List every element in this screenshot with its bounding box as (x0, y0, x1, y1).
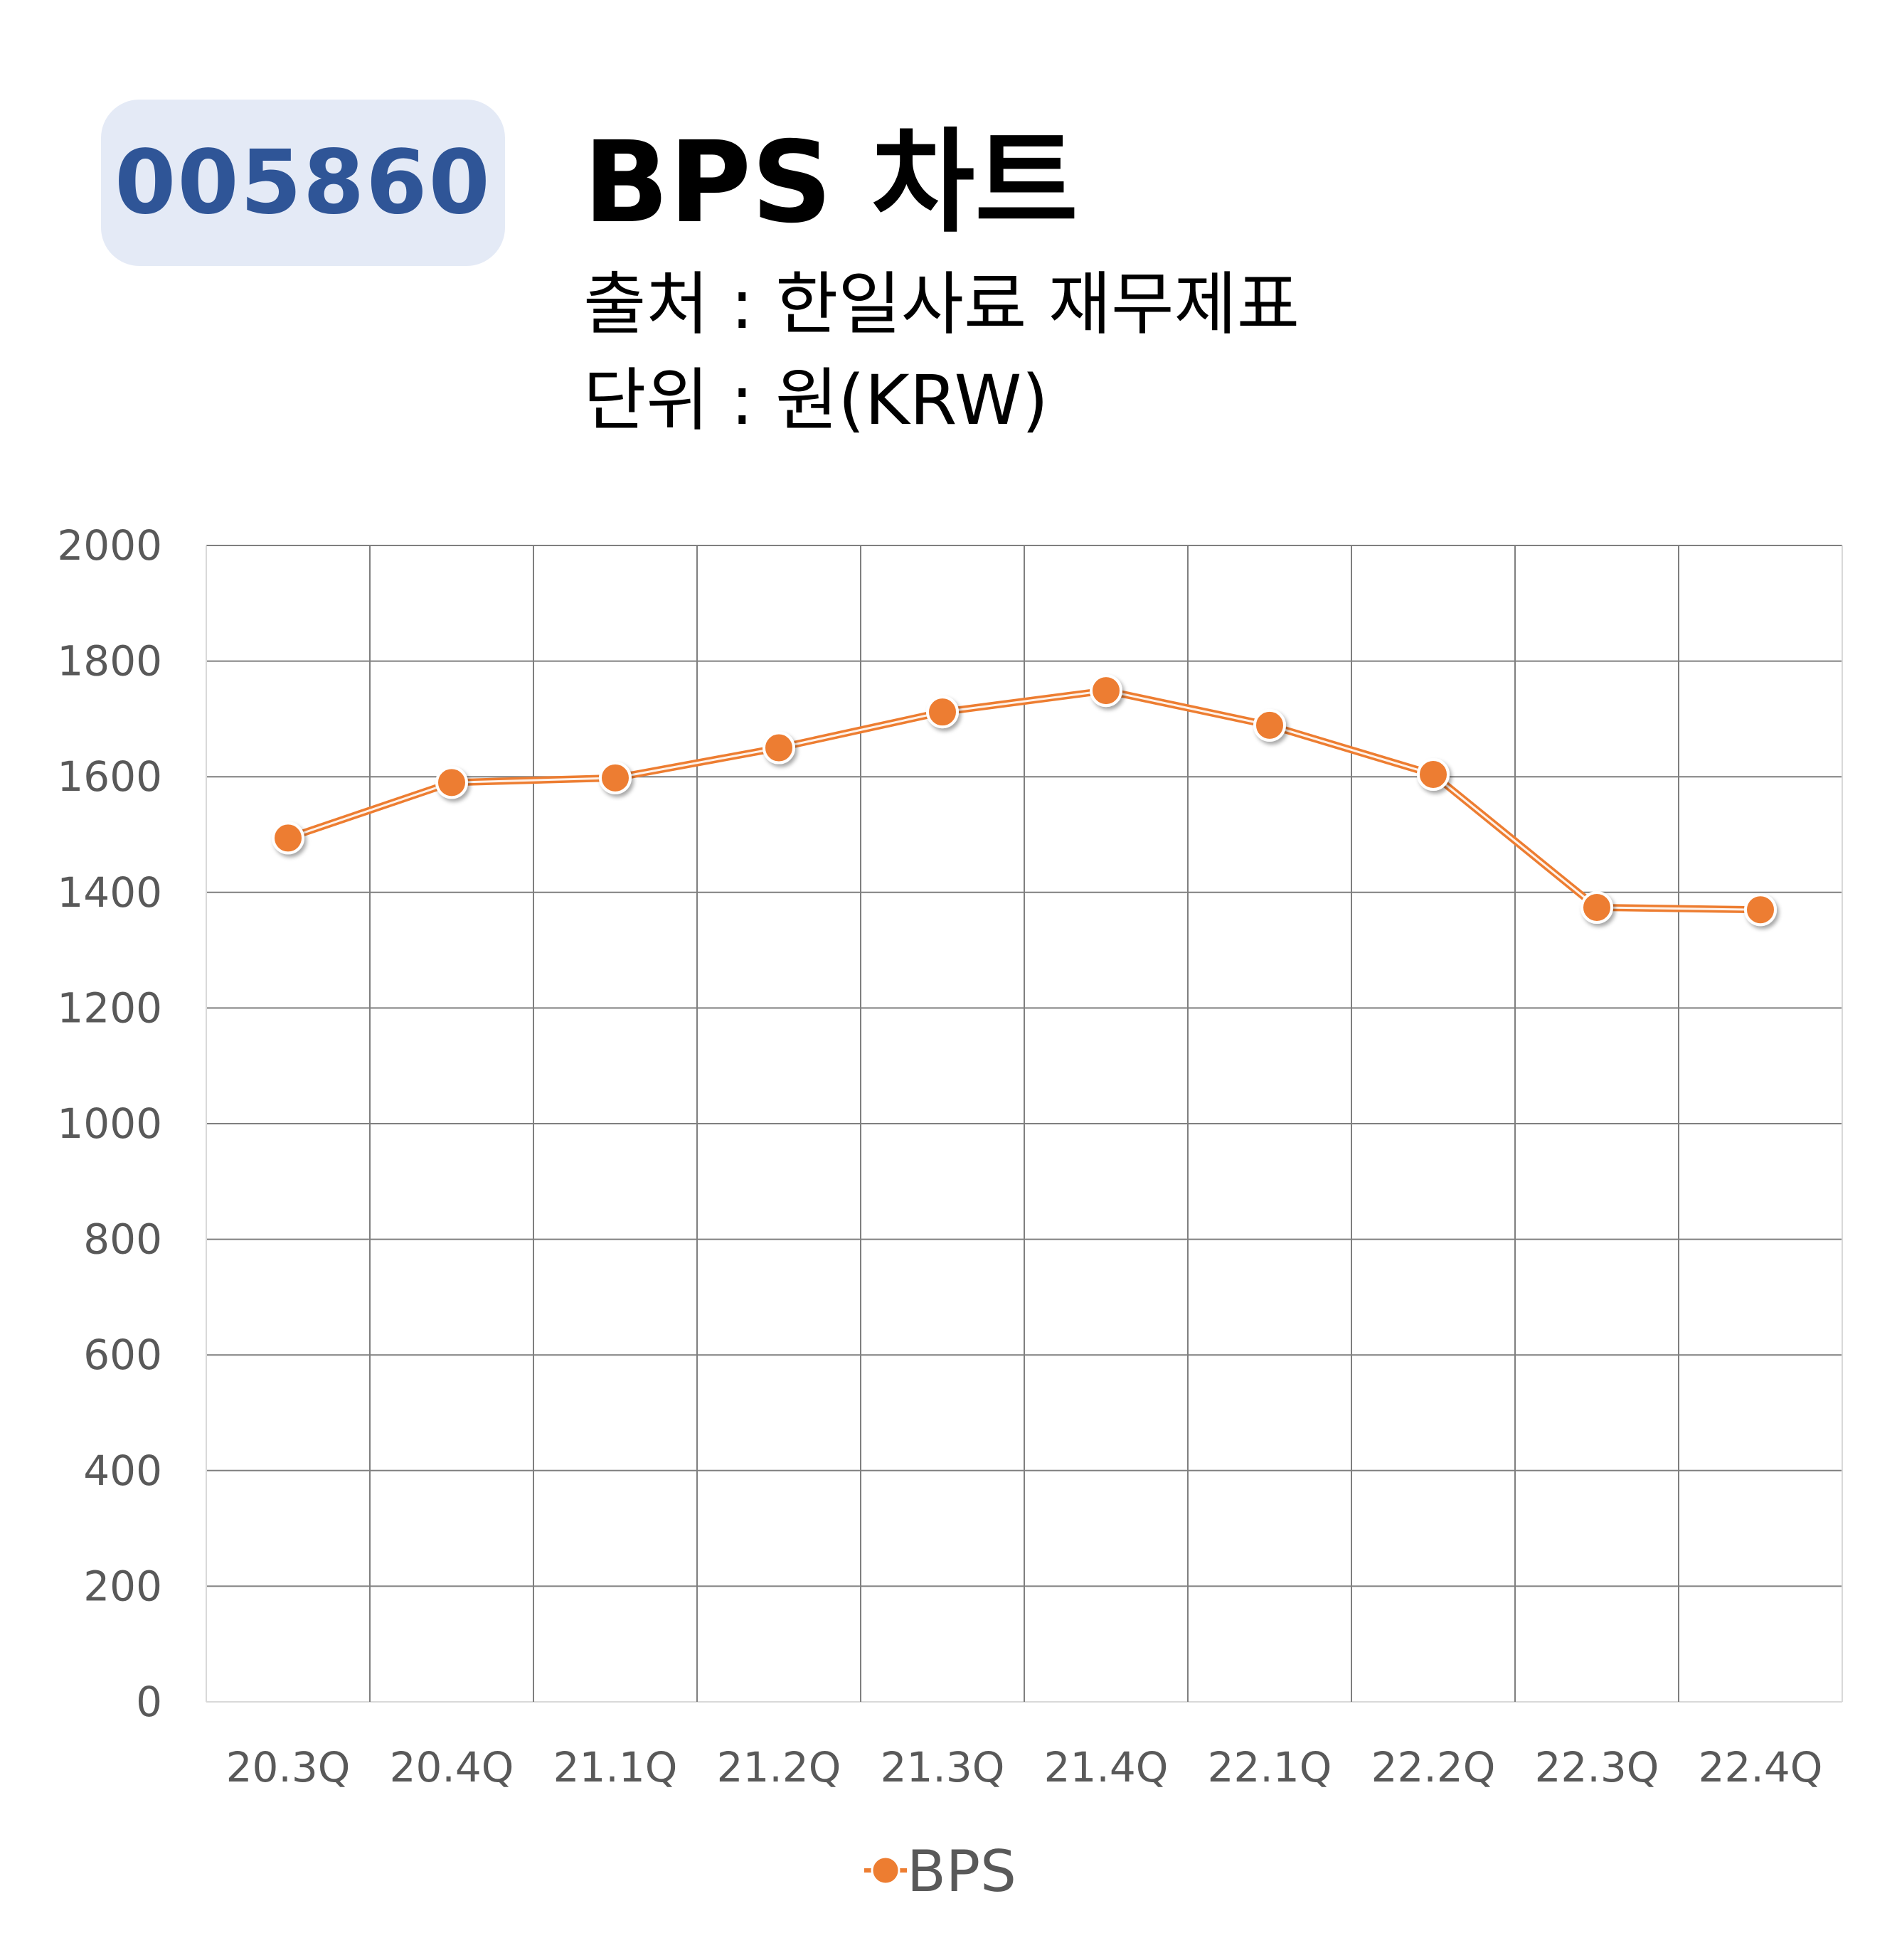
ticker-badge: 005860 (101, 100, 505, 266)
y-tick-label: 2000 (57, 521, 162, 570)
series-bps (272, 674, 1777, 927)
data-point (1253, 708, 1286, 742)
x-tick-label: 20.3Q (226, 1743, 351, 1791)
ticker-code: 005860 (115, 132, 491, 234)
x-tick-label: 22.3Q (1535, 1743, 1659, 1791)
data-point (926, 696, 959, 729)
y-tick-label: 800 (83, 1215, 162, 1264)
data-point (599, 761, 632, 794)
x-tick-label: 21.1Q (553, 1743, 678, 1791)
unit-label: 단위 : 원(KRW) (583, 361, 1048, 440)
x-tick-label: 22.1Q (1208, 1743, 1332, 1791)
y-tick-label: 1000 (57, 1099, 162, 1148)
x-axis-ticks: 20.3Q 20.4Q 21.1Q 21.2Q 21.3Q 21.4Q 22.1Q 22.2Q… (226, 1743, 1823, 1791)
data-point (762, 731, 795, 765)
y-tick-label: 1600 (57, 752, 162, 801)
y-tick-label: 200 (83, 1562, 162, 1610)
x-tick-label: 20.4Q (390, 1743, 514, 1791)
x-tick-label: 21.2Q (717, 1743, 841, 1791)
legend-label: BPS (907, 1838, 1016, 1905)
y-tick-label: 600 (83, 1331, 162, 1379)
data-point (435, 766, 468, 799)
data-point (1580, 890, 1613, 924)
x-tick-label: 22.2Q (1371, 1743, 1496, 1791)
data-point (1090, 674, 1122, 708)
y-tick-label: 0 (136, 1678, 162, 1726)
data-point (272, 821, 304, 855)
data-point (1417, 757, 1450, 791)
y-tick-label: 1200 (57, 984, 162, 1032)
x-tick-label: 22.4Q (1699, 1743, 1823, 1791)
y-tick-label: 1400 (57, 868, 162, 917)
legend-marker (871, 1855, 900, 1885)
y-axis-ticks: 0 200 400 600 800 1000 1200 1400 1600 1800 2000 (57, 521, 162, 1726)
chart-title: BPS 차트 (583, 117, 1078, 248)
legend: BPS (864, 1838, 1016, 1905)
y-tick-label: 400 (83, 1447, 162, 1495)
y-tick-label: 1800 (57, 637, 162, 686)
series-line-highlight (287, 689, 1761, 911)
data-point (1744, 893, 1777, 927)
source-label: 출처 : 한일사료 재무제표 (583, 265, 1300, 344)
x-tick-label: 21.3Q (881, 1743, 1005, 1791)
x-tick-label: 21.4Q (1044, 1743, 1169, 1791)
grid-lines (206, 545, 1843, 1703)
